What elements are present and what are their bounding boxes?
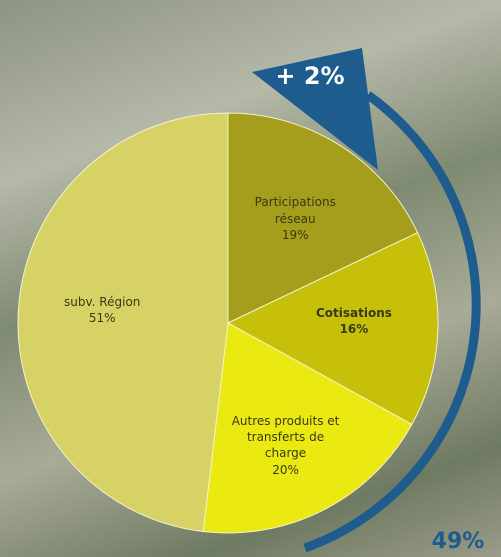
value-label: 20% xyxy=(226,462,346,478)
category-label: Cotisations xyxy=(294,305,414,321)
annotation: + 2% xyxy=(275,62,344,90)
chart: + 2% 49% Participations réseau19% Cotisati… xyxy=(0,0,501,557)
annotation: 49% xyxy=(432,529,485,554)
value-label: 19% xyxy=(235,227,355,243)
value-label: 51% xyxy=(42,310,162,326)
category-label: subv. Région xyxy=(42,294,162,310)
value-label: 16% xyxy=(294,321,414,337)
category-label: Participations réseau xyxy=(235,194,355,226)
category-label: Autres produits et transferts de charge xyxy=(226,413,346,462)
